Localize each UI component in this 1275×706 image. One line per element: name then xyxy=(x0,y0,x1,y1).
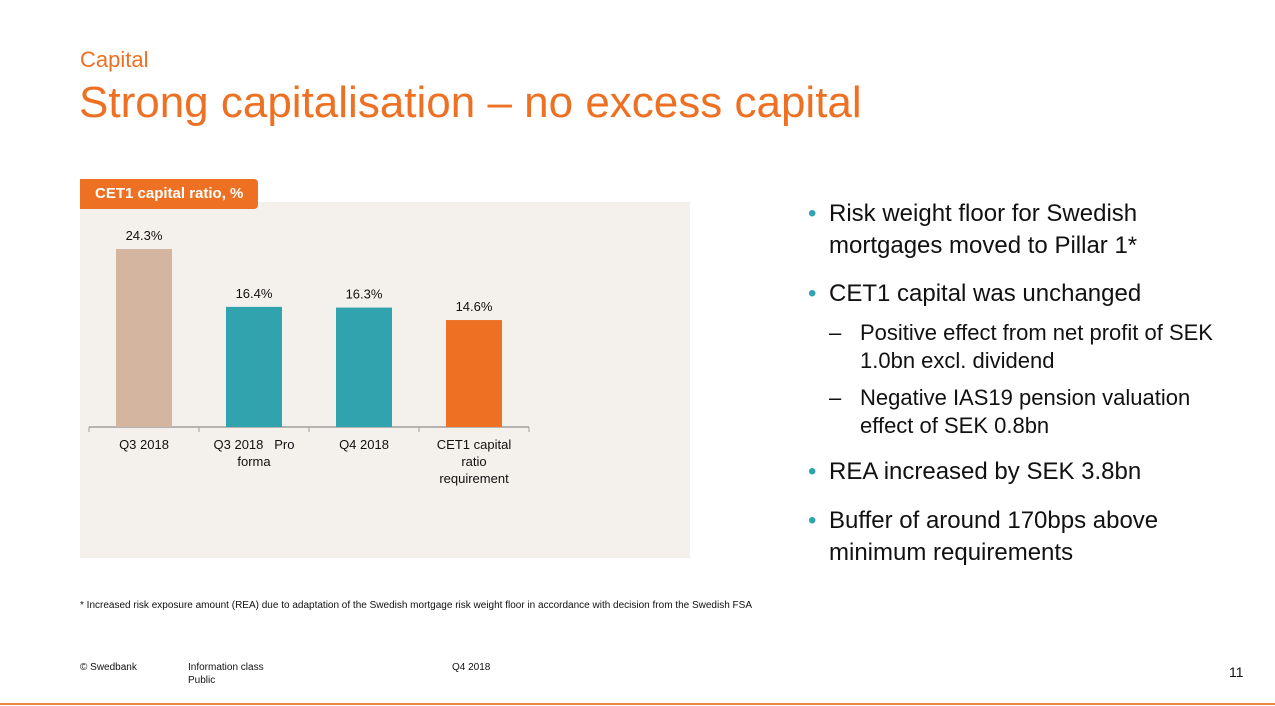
category-label: requirement xyxy=(439,471,509,486)
footnote: * Increased risk exposure amount (REA) d… xyxy=(80,600,753,611)
footer-line xyxy=(0,703,1275,705)
bar xyxy=(116,249,172,427)
bullet-3: • REA increased by SEK 3.8bn xyxy=(808,456,1248,488)
bullet-1: • Risk weight floor for Swedish mortgages… xyxy=(808,200,1138,259)
footer-info-value: Public xyxy=(188,675,216,686)
bullet-dot-icon: • xyxy=(808,200,817,227)
category-label: Q3 2018 Pro xyxy=(214,437,295,452)
category-label: Q3 2018 xyxy=(119,437,169,452)
bullet-4: • Buffer of around 170bps above minimum r… xyxy=(808,507,1159,566)
dash-icon: – xyxy=(829,385,842,410)
dash-icon: – xyxy=(829,320,842,345)
chart-title: CET1 capital ratio, % xyxy=(80,179,259,209)
category-label: CET1 capital xyxy=(437,437,512,452)
section-label: Capital xyxy=(80,47,149,72)
category-label: forma xyxy=(237,454,271,469)
bar xyxy=(336,307,392,427)
bullet-dot-icon: • xyxy=(808,458,817,485)
data-label: 24.3% xyxy=(126,228,163,243)
footer-period: Q4 2018 xyxy=(452,662,491,673)
bullet-2: • CET1 capital was unchanged xyxy=(808,278,1248,310)
page-number: 11 xyxy=(1229,664,1244,680)
data-label: 16.4% xyxy=(236,286,273,301)
slide-title: Strong capitalisation – no excess capita… xyxy=(79,78,862,127)
footer-copyright: © Swedbank xyxy=(80,662,137,673)
category-label: ratio xyxy=(461,454,486,469)
bullet-dot-icon: • xyxy=(808,507,817,534)
sub-bullet-2: – Negative IAS19 pension valuation effect… xyxy=(829,385,1191,438)
sub-bullet-1: – Positive effect from net profit of SEK … xyxy=(829,320,1213,373)
bullet-dot-icon: • xyxy=(808,280,817,307)
data-label: 16.3% xyxy=(346,287,383,302)
bar xyxy=(226,306,282,427)
category-label: Q4 2018 xyxy=(339,437,389,452)
bar xyxy=(446,320,502,427)
footer-info-class: Information class xyxy=(188,662,264,673)
data-label: 14.6% xyxy=(456,299,493,314)
